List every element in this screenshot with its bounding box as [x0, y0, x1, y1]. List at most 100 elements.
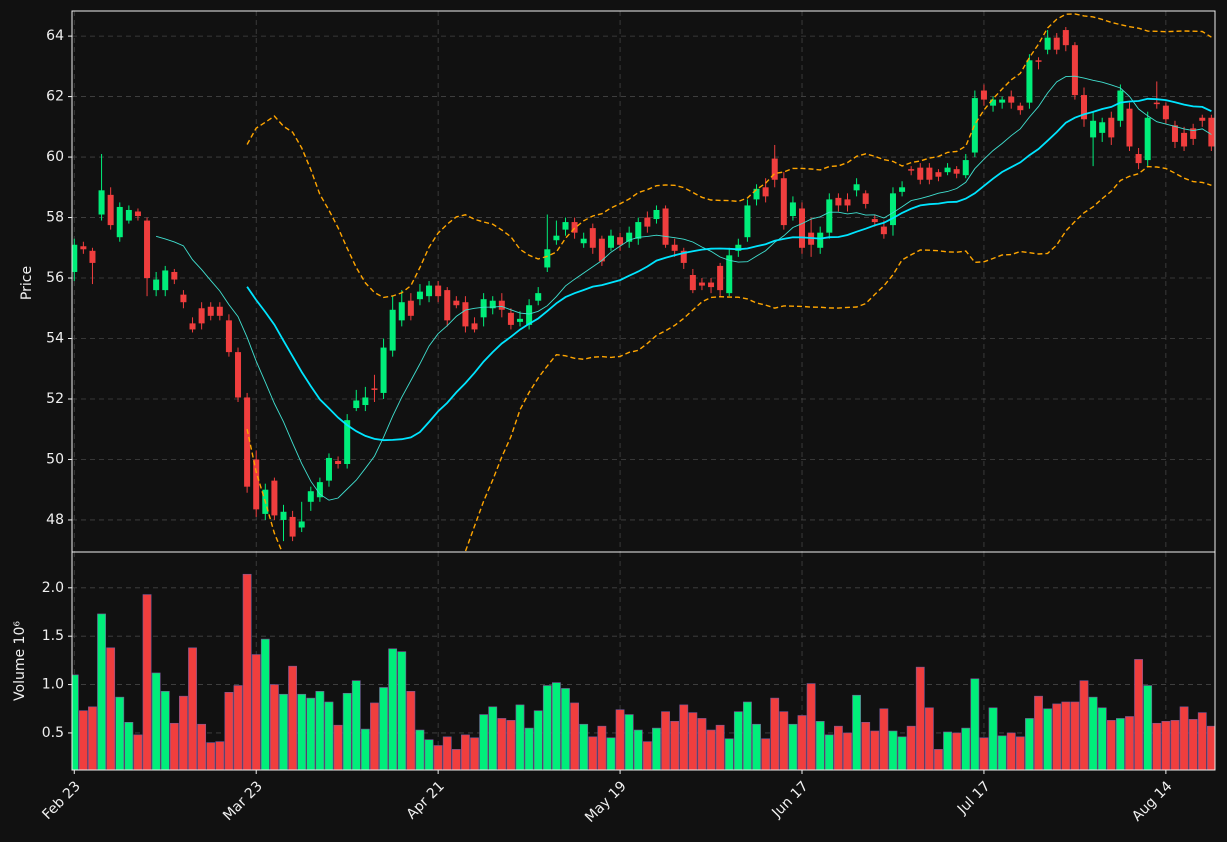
- volume-bar: [797, 715, 807, 770]
- candle-body: [444, 290, 451, 321]
- candle-body: [780, 178, 787, 226]
- candle-body: [1026, 60, 1033, 103]
- candle-body: [1053, 37, 1060, 50]
- candle-body: [607, 235, 614, 248]
- volume-bar: [915, 666, 925, 770]
- candle-body: [853, 184, 860, 191]
- volume-panel: [72, 573, 1215, 770]
- volume-bar: [424, 739, 434, 770]
- candle-body: [889, 193, 896, 226]
- volume-bar: [779, 711, 789, 770]
- volume-bar: [906, 725, 916, 770]
- y-tick-label: 64: [46, 28, 64, 44]
- volume-bar: [1125, 716, 1134, 770]
- candle-body: [744, 205, 751, 238]
- volume-bar: [924, 707, 934, 770]
- candle-body: [862, 193, 869, 204]
- candle-body: [153, 279, 160, 291]
- volume-bar: [106, 647, 116, 770]
- volume-bar: [1143, 685, 1153, 770]
- candle-body: [389, 309, 396, 351]
- candle-body: [371, 388, 378, 390]
- volume-bar: [1197, 712, 1207, 770]
- volume-bar: [1134, 659, 1143, 770]
- volume-bar: [1188, 719, 1198, 770]
- volume-bar: [1015, 736, 1025, 770]
- candle-body: [235, 352, 242, 398]
- candle-body: [689, 274, 696, 291]
- candle-body: [253, 459, 260, 510]
- candle-body: [835, 197, 842, 206]
- candle-body: [1071, 45, 1078, 96]
- volume-bar: [970, 678, 980, 770]
- candle-body: [953, 169, 960, 174]
- grid: [72, 11, 1215, 770]
- candle-body: [289, 516, 296, 537]
- volume-bar: [397, 651, 407, 770]
- candle-body: [462, 302, 469, 327]
- volume-bar: [934, 749, 943, 770]
- candle-body: [999, 99, 1006, 103]
- candle-body: [407, 300, 414, 316]
- volume-axis-label: Volume 10⁶: [12, 621, 28, 701]
- candle-body: [489, 300, 496, 309]
- volume-bar: [1043, 708, 1053, 770]
- candle-body: [580, 238, 587, 244]
- y-tick-label: 56: [46, 270, 64, 286]
- candle-body: [535, 293, 542, 301]
- candle-body: [72, 244, 78, 272]
- candle-body: [917, 167, 924, 180]
- candle-body: [416, 291, 423, 300]
- candle-body: [380, 347, 387, 393]
- candle-body: [653, 209, 660, 220]
- volume-bar: [169, 722, 179, 770]
- y-tick-label: 1.0: [42, 677, 64, 693]
- volume-bar: [815, 721, 825, 770]
- volume-bar: [360, 728, 370, 770]
- volume-bar: [88, 706, 97, 770]
- price-axis-label: Price: [19, 266, 35, 300]
- y-tick-label: 58: [46, 210, 64, 226]
- candle-body: [935, 172, 942, 177]
- volume-bar: [151, 672, 161, 770]
- candle-body: [880, 226, 887, 235]
- volume-bar: [724, 738, 734, 770]
- candle-body: [571, 222, 578, 233]
- candle-body: [662, 208, 669, 245]
- volume-bar: [897, 736, 907, 770]
- candle-body: [507, 312, 514, 325]
- volume-bar: [615, 709, 625, 770]
- candle-body: [698, 282, 705, 286]
- volume-bar: [752, 723, 761, 770]
- volume-bar: [142, 594, 152, 770]
- volume-bar: [770, 697, 780, 770]
- volume-bar: [506, 720, 516, 770]
- volume-bar: [251, 654, 261, 770]
- volume-bar: [606, 737, 616, 770]
- candle-body: [107, 194, 114, 226]
- candle-body: [280, 511, 287, 520]
- volume-bar: [488, 706, 498, 770]
- candle-body: [125, 209, 132, 221]
- candle-body: [189, 323, 196, 330]
- y-tick-label: 2.0: [42, 580, 64, 596]
- candle-body: [871, 219, 878, 223]
- candle-body: [726, 255, 733, 294]
- candle-body: [225, 320, 232, 353]
- volume-bar: [788, 723, 798, 770]
- volume-bar: [561, 688, 570, 770]
- volume-bar: [542, 685, 552, 770]
- candle-body: [544, 249, 551, 268]
- y-tick-label: 54: [46, 331, 64, 347]
- volume-bar: [1052, 703, 1062, 770]
- candle-body: [307, 491, 314, 502]
- volume-bar: [461, 734, 470, 770]
- candle-body: [717, 265, 724, 291]
- volume-bar: [470, 737, 479, 770]
- volume-bar: [297, 693, 307, 770]
- candle-body: [526, 305, 533, 325]
- candle-body: [644, 217, 651, 227]
- candle-body: [207, 306, 214, 316]
- candle-body: [708, 282, 715, 288]
- volume-bar: [324, 701, 334, 770]
